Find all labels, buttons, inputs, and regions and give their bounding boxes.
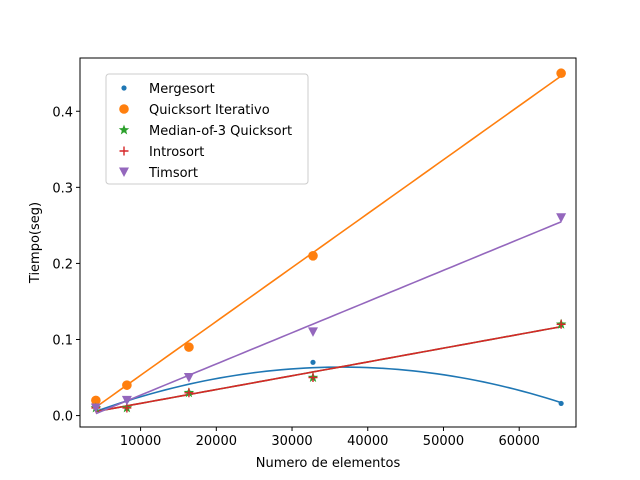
data-point-series-0 bbox=[310, 359, 316, 365]
data-point-series-0 bbox=[558, 400, 564, 407]
y-axis-ticks: 0.0 0.1 0.2 0.3 0.4 bbox=[52, 105, 80, 425]
legend-marker bbox=[119, 167, 129, 177]
y-tick-label: 0.4 bbox=[52, 105, 73, 120]
legend-label: Median-of-3 Quicksort bbox=[149, 124, 292, 139]
data-point-series-1 bbox=[184, 342, 194, 352]
fit-lines bbox=[95, 75, 562, 415]
legend-marker bbox=[121, 85, 127, 91]
data-point-series-4 bbox=[183, 373, 194, 383]
x-tick-label: 50000 bbox=[423, 434, 464, 449]
legend: Mergesort Quicksort Iterativo Median-of-3 … bbox=[105, 73, 309, 185]
x-axis-label: Numero de elementos bbox=[256, 456, 401, 471]
data-point-series-3 bbox=[184, 388, 194, 398]
plot-frame bbox=[79, 57, 577, 428]
legend-box bbox=[105, 73, 309, 185]
data-point-series-4 bbox=[90, 403, 101, 413]
fit-line-series-1 bbox=[95, 75, 562, 408]
legend-label: Timsort bbox=[148, 166, 198, 181]
legend-marker bbox=[119, 104, 129, 114]
legend-marker bbox=[119, 146, 129, 156]
y-tick-label: 0.3 bbox=[52, 181, 73, 196]
legend-label: Quicksort Iterativo bbox=[149, 103, 270, 118]
x-tick-label: 60000 bbox=[499, 434, 540, 449]
data-point-series-3 bbox=[556, 319, 566, 329]
data-point-series-4 bbox=[556, 213, 567, 223]
y-tick-label: 0.1 bbox=[52, 334, 73, 349]
y-axis-label: Tiempo(seg) bbox=[28, 202, 43, 284]
y-tick-label: 0.2 bbox=[52, 257, 73, 272]
x-tick-label: 10000 bbox=[120, 434, 161, 449]
fit-line-series-4 bbox=[95, 221, 562, 415]
x-tick-label: 20000 bbox=[196, 434, 237, 449]
x-tick-label: 30000 bbox=[271, 434, 312, 449]
legend-marker bbox=[118, 124, 130, 135]
legend-label: Introsort bbox=[149, 145, 204, 160]
legend-label: Mergesort bbox=[149, 82, 215, 97]
data-point-series-1 bbox=[308, 251, 318, 261]
x-axis-ticks: 10000 20000 30000 40000 50000 60000 bbox=[120, 427, 540, 449]
data-point-series-1 bbox=[91, 395, 101, 406]
fit-line-series-3 bbox=[95, 325, 562, 413]
data-point-series-3 bbox=[308, 373, 318, 383]
data-point-series-1 bbox=[122, 380, 132, 390]
data-point-series-4 bbox=[307, 327, 318, 337]
data-points bbox=[90, 68, 567, 413]
data-point-series-4 bbox=[121, 395, 132, 406]
fit-line-series-0 bbox=[95, 366, 562, 413]
y-tick-label: 0.0 bbox=[52, 410, 73, 425]
data-point-series-1 bbox=[556, 68, 566, 79]
x-tick-label: 40000 bbox=[347, 434, 388, 449]
